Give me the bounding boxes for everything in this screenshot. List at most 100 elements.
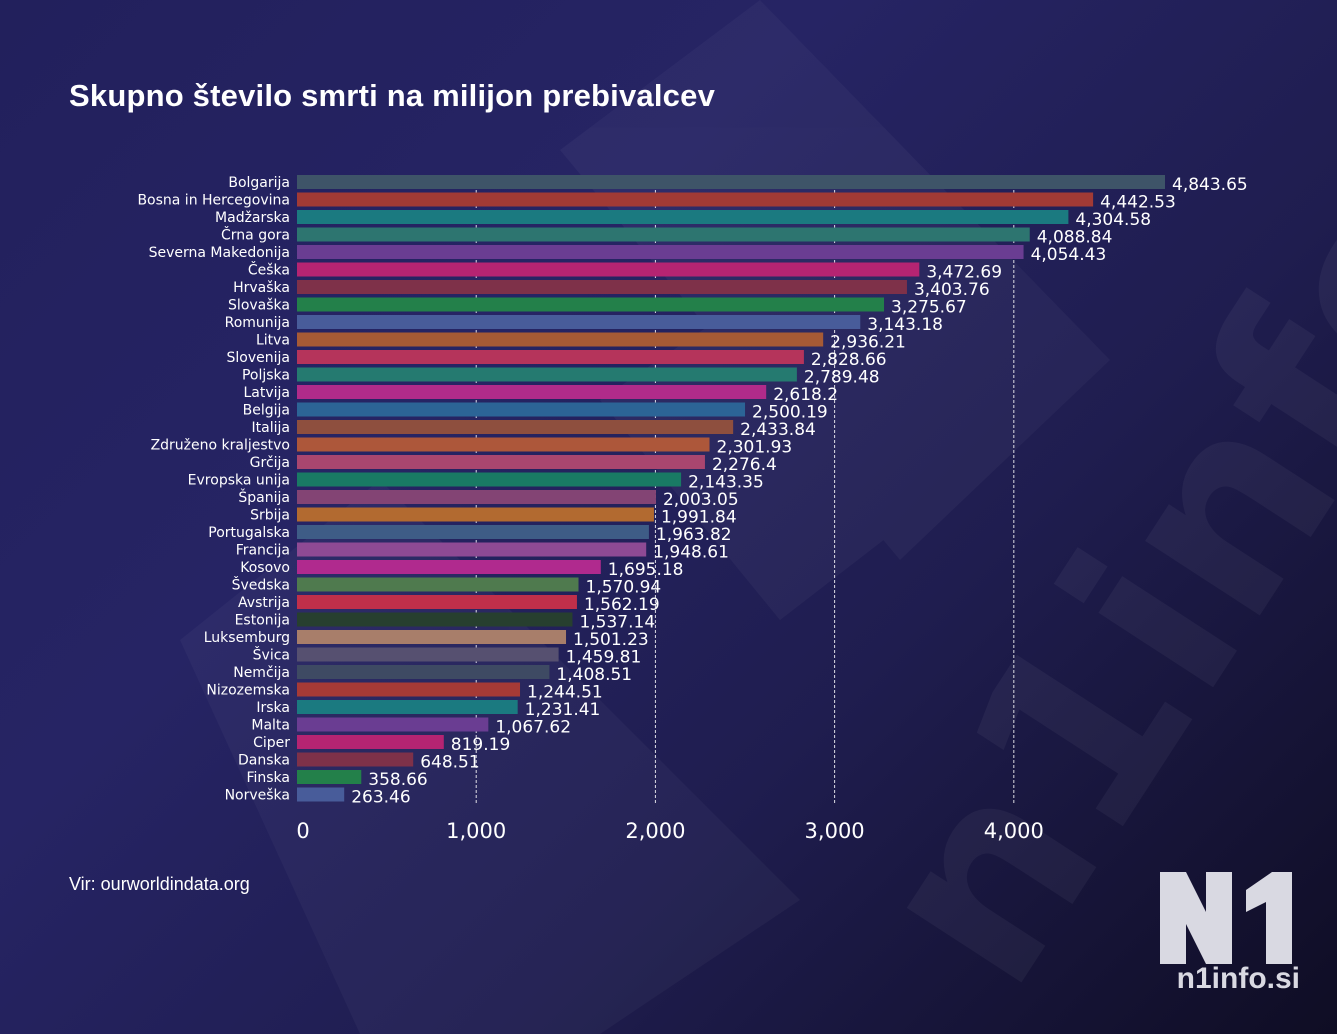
bar (297, 455, 705, 469)
value-label: 1,963.82 (656, 525, 732, 545)
bar (297, 560, 601, 574)
bar (297, 210, 1069, 224)
bar (297, 665, 550, 679)
value-label: 263.46 (351, 788, 410, 808)
bar (297, 525, 649, 539)
logo-site-text: n1info.si (1176, 962, 1300, 995)
category-label: Belgija (243, 403, 290, 419)
category-label: Hrvaška (233, 280, 290, 296)
n1-logo: n1info.si (1150, 872, 1310, 1002)
category-label: Evropska unija (188, 473, 290, 489)
category-label: Romunija (225, 315, 290, 331)
value-label: 2,276.4 (712, 455, 777, 475)
value-label: 3,143.18 (867, 315, 943, 335)
value-label: 1,244.51 (527, 683, 603, 703)
category-label: Avstrija (238, 595, 290, 611)
category-label: Slovenija (227, 350, 290, 366)
value-label: 819.19 (451, 735, 510, 755)
value-label: 2,301.93 (717, 438, 793, 458)
value-label: 4,054.43 (1031, 245, 1107, 265)
bar (297, 262, 920, 277)
value-label: 2,936.21 (830, 333, 906, 353)
value-label: 4,843.65 (1172, 175, 1248, 195)
category-label: Danska (238, 753, 290, 769)
bar (297, 350, 804, 364)
value-label: 2,828.66 (811, 350, 887, 370)
bar (297, 630, 567, 644)
value-label: 4,442.53 (1100, 193, 1176, 213)
value-label: 3,472.69 (926, 263, 1002, 283)
category-label: Španija (238, 488, 290, 506)
value-label: 1,991.84 (661, 508, 737, 528)
value-label: 2,789.48 (804, 368, 880, 388)
bar (297, 490, 656, 504)
value-label: 1,459.81 (566, 648, 642, 668)
value-label: 1,537.14 (579, 613, 655, 633)
category-label: Finska (246, 770, 290, 786)
value-label: 2,433.84 (740, 420, 816, 440)
bar (297, 332, 824, 347)
value-label: 3,403.76 (914, 280, 990, 300)
category-label: Švedska (232, 576, 290, 594)
category-label: Nemčija (233, 665, 290, 681)
bar (297, 735, 444, 749)
category-label: Irska (256, 700, 290, 716)
category-label: Malta (251, 718, 290, 734)
value-label: 648.51 (420, 753, 479, 773)
value-label: 2,618.2 (773, 385, 838, 405)
category-label: Litva (256, 333, 290, 349)
category-label: Madžarska (215, 210, 290, 226)
category-label: Poljska (242, 368, 290, 384)
bar (297, 315, 861, 329)
bar (297, 227, 1030, 242)
category-label: Estonija (235, 613, 290, 629)
category-label: Norveška (225, 788, 290, 804)
value-label: 2,500.19 (752, 403, 828, 423)
category-label: Latvija (243, 385, 290, 401)
category-label: Slovaška (228, 298, 290, 314)
bar (297, 787, 345, 802)
bar (297, 280, 907, 294)
category-label: Nizozemska (206, 683, 290, 699)
x-tick-label: 0 (296, 819, 309, 843)
value-label: 1,695.18 (608, 560, 684, 580)
value-label: 1,562.19 (584, 595, 660, 615)
category-label: Italija (252, 420, 290, 436)
value-label: 1,067.62 (495, 718, 571, 738)
value-label: 1,570.94 (586, 578, 662, 598)
category-label: Švica (253, 646, 290, 664)
category-label: Bolgarija (228, 175, 290, 191)
bar (297, 385, 767, 399)
bar (297, 770, 362, 784)
bar (297, 507, 654, 522)
bar (297, 420, 734, 434)
value-label: 3,275.67 (891, 298, 967, 318)
bar (297, 402, 746, 417)
bar (297, 175, 1165, 189)
category-label: Grčija (250, 455, 290, 471)
category-label: Bosna in Hercegovina (137, 193, 290, 209)
x-tick-label: 1,000 (446, 819, 506, 843)
bar (297, 700, 518, 714)
x-tick-label: 3,000 (805, 819, 865, 843)
source-note: Vir: ourworldindata.org (69, 874, 250, 894)
category-label: Ciper (253, 735, 290, 751)
category-label: Kosovo (240, 560, 290, 576)
value-label: 2,003.05 (663, 490, 739, 510)
category-label: Črna gora (221, 226, 290, 244)
category-label: Francija (236, 543, 290, 559)
bar (297, 437, 710, 452)
bar (297, 472, 682, 487)
bar (297, 752, 414, 767)
value-label: 1,231.41 (525, 700, 601, 720)
value-label: 1,948.61 (653, 543, 729, 563)
bar (297, 245, 1024, 259)
category-label: Portugalska (208, 525, 290, 541)
category-label: Češka (248, 261, 290, 279)
bar (297, 297, 885, 312)
bars: Bolgarija 4,843.65 Bosna in Hercegovina 4,4… (137, 175, 1248, 808)
bar (297, 647, 559, 662)
bar (297, 192, 1094, 207)
bar (297, 577, 579, 592)
